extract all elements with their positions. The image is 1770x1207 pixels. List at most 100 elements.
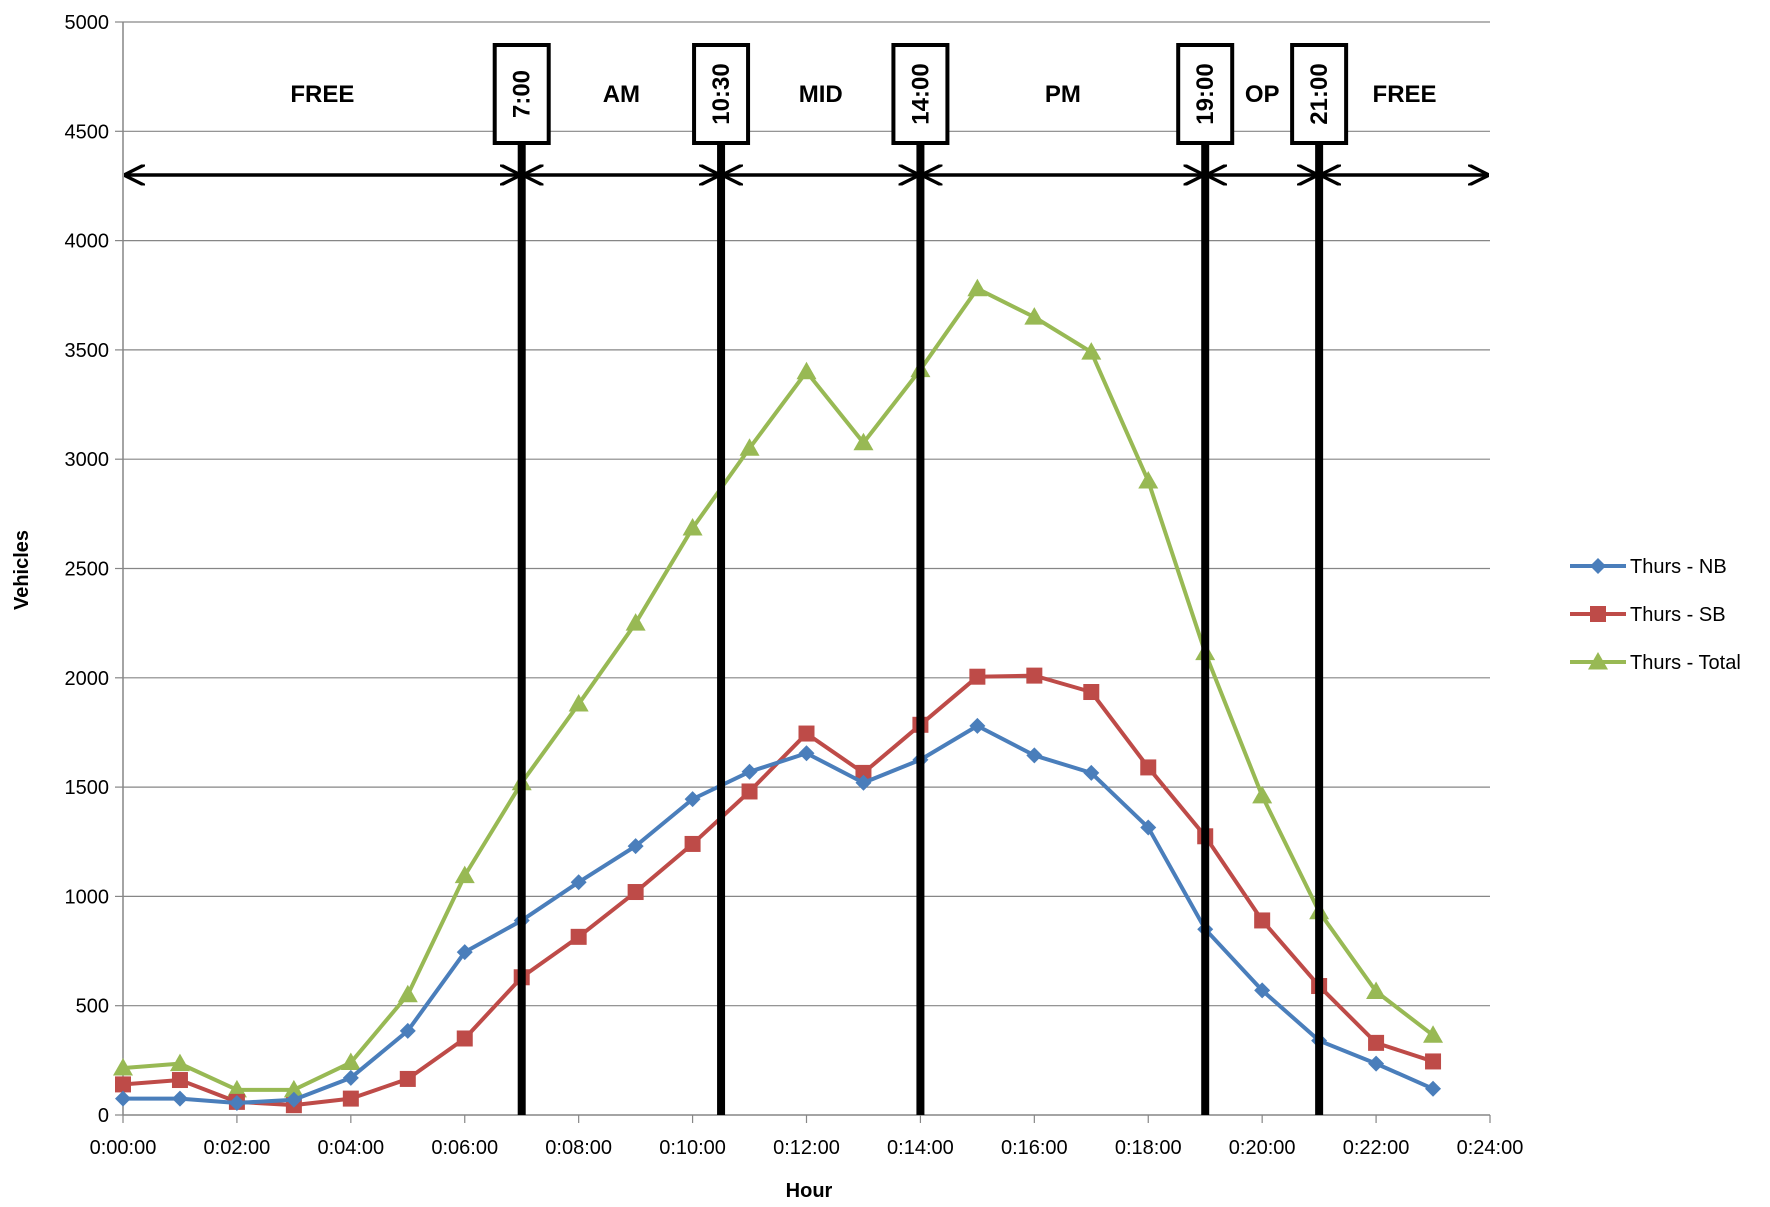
data-point-thurs-total [226,1079,247,1098]
data-point-thurs-total [853,432,874,451]
series-layer [113,278,1444,1114]
period-label: PM [1045,81,1081,108]
y-axis-label: Vehicles [11,530,33,610]
legend: Thurs - NB Thurs - SB Thurs - Total [1570,556,1741,674]
y-tick-label: 2500 [65,559,110,581]
y-tick-label: 2000 [65,668,110,690]
data-point-thurs-sb [456,1030,473,1047]
period-label: FREE [1373,81,1437,108]
x-axis-label: Hour [786,1180,833,1202]
axis-labels: Hour Vehicles [11,530,833,1202]
legend-item-thurs-nb: Thurs - NB [1570,556,1727,578]
data-point-thurs-total [739,438,760,456]
data-point-thurs-sb [627,884,644,901]
data-point-thurs-total [340,1052,361,1071]
data-point-thurs-nb [684,791,701,808]
legend-swatch-marker [1590,606,1606,622]
x-tick-label: 0:16:00 [1001,1137,1068,1159]
y-tick-label: 1000 [65,886,110,908]
x-tick-label: 0:12:00 [773,1137,840,1159]
period-label: FREE [290,81,354,108]
data-point-thurs-sb [1140,759,1157,776]
data-point-thurs-sb [115,1076,131,1093]
data-point-thurs-nb [456,944,473,961]
x-tick-label: 0:20:00 [1229,1137,1296,1159]
data-point-thurs-sb [342,1090,359,1107]
data-point-thurs-total [568,694,589,712]
data-point-thurs-sb [1026,667,1043,684]
data-point-thurs-nb [228,1094,245,1111]
data-point-thurs-total [454,865,475,884]
period-annotations: FREE AM MID PM OP FREE 7:00 10:30 14:00 19:00 21:0… [126,43,1487,1115]
data-point-thurs-nb [627,838,644,855]
data-point-thurs-total [1252,785,1273,804]
data-point-thurs-total [1423,1025,1444,1043]
period-label: OP [1245,81,1280,108]
legend-item-thurs-total: Thurs - Total [1570,652,1741,674]
legend-label: Thurs - SB [1630,604,1726,626]
axes: 0 500 1000 1500 2000 2500 3000 3500 4000 4500 5000… [65,12,1524,1159]
data-point-thurs-nb [115,1090,131,1107]
legend-label: Thurs - Total [1630,652,1741,674]
data-point-thurs-sb [684,835,701,852]
data-point-thurs-sb [1425,1053,1442,1070]
legend-item-thurs-sb: Thurs - SB [1570,604,1726,626]
data-point-thurs-nb [570,874,587,891]
data-point-thurs-sb [798,725,815,742]
data-point-thurs-total [1024,307,1045,325]
data-point-thurs-nb [285,1091,302,1108]
y-tick-label: 3000 [65,449,110,471]
data-point-thurs-sb [1368,1034,1385,1051]
y-tick-label: 4500 [65,121,110,143]
boundary-time-label: 21:00 [1306,63,1333,124]
data-point-thurs-total [796,361,817,380]
data-point-thurs-nb [171,1090,188,1107]
boundary-time-box [1290,43,1349,145]
data-point-thurs-total [1366,981,1387,999]
x-tick-label: 0:02:00 [204,1137,271,1159]
x-tick-label: 0:24:00 [1457,1137,1524,1159]
y-tick-label: 0 [98,1105,109,1127]
boundary-time-box [692,43,751,145]
data-point-thurs-total [397,984,418,1003]
data-point-thurs-nb [399,1022,416,1039]
y-tick-label: 4000 [65,231,110,253]
x-tick-label: 0:14:00 [887,1137,954,1159]
series-line-thurs-nb [123,723,1434,1105]
data-point-thurs-nb [1026,747,1043,764]
y-tick-label: 500 [76,996,109,1018]
x-tick-label: 0:22:00 [1343,1137,1410,1159]
boundary-time-label: 14:00 [907,63,934,124]
x-tick-label: 0:08:00 [545,1137,612,1159]
boundary-time-box [492,43,551,145]
y-tick-label: 1500 [65,777,110,799]
period-label: AM [603,81,640,108]
legend-label: Thurs - NB [1630,556,1727,578]
data-point-thurs-sb [399,1070,416,1087]
x-tick-label: 0:18:00 [1115,1137,1182,1159]
data-point-thurs-sb [171,1072,188,1089]
data-point-thurs-total [113,1058,133,1076]
data-point-thurs-total [1081,342,1102,360]
y-tick-label: 3500 [65,340,110,362]
gridlines [123,21,1490,1007]
boundary-time-label: 7:00 [509,70,536,118]
x-tick-label: 0:06:00 [431,1137,498,1159]
boundary-time-box [1176,43,1235,145]
series-line-thurs-sb [122,673,1434,1108]
boundary-time-label: 10:30 [708,63,735,124]
data-point-thurs-sb [855,764,872,781]
data-point-thurs-total [169,1053,190,1072]
legend-swatch-marker [1588,652,1608,670]
data-point-thurs-nb [741,763,758,780]
data-point-thurs-total [625,613,646,631]
data-point-thurs-nb [969,717,986,734]
data-point-thurs-nb [1368,1055,1385,1072]
data-point-thurs-sb [1254,912,1271,929]
data-point-thurs-total [1138,471,1159,489]
data-point-thurs-sb [570,928,587,945]
y-tick-label: 5000 [65,12,110,34]
series-thurs-sb [115,667,1442,1114]
data-point-thurs-nb [855,774,872,791]
